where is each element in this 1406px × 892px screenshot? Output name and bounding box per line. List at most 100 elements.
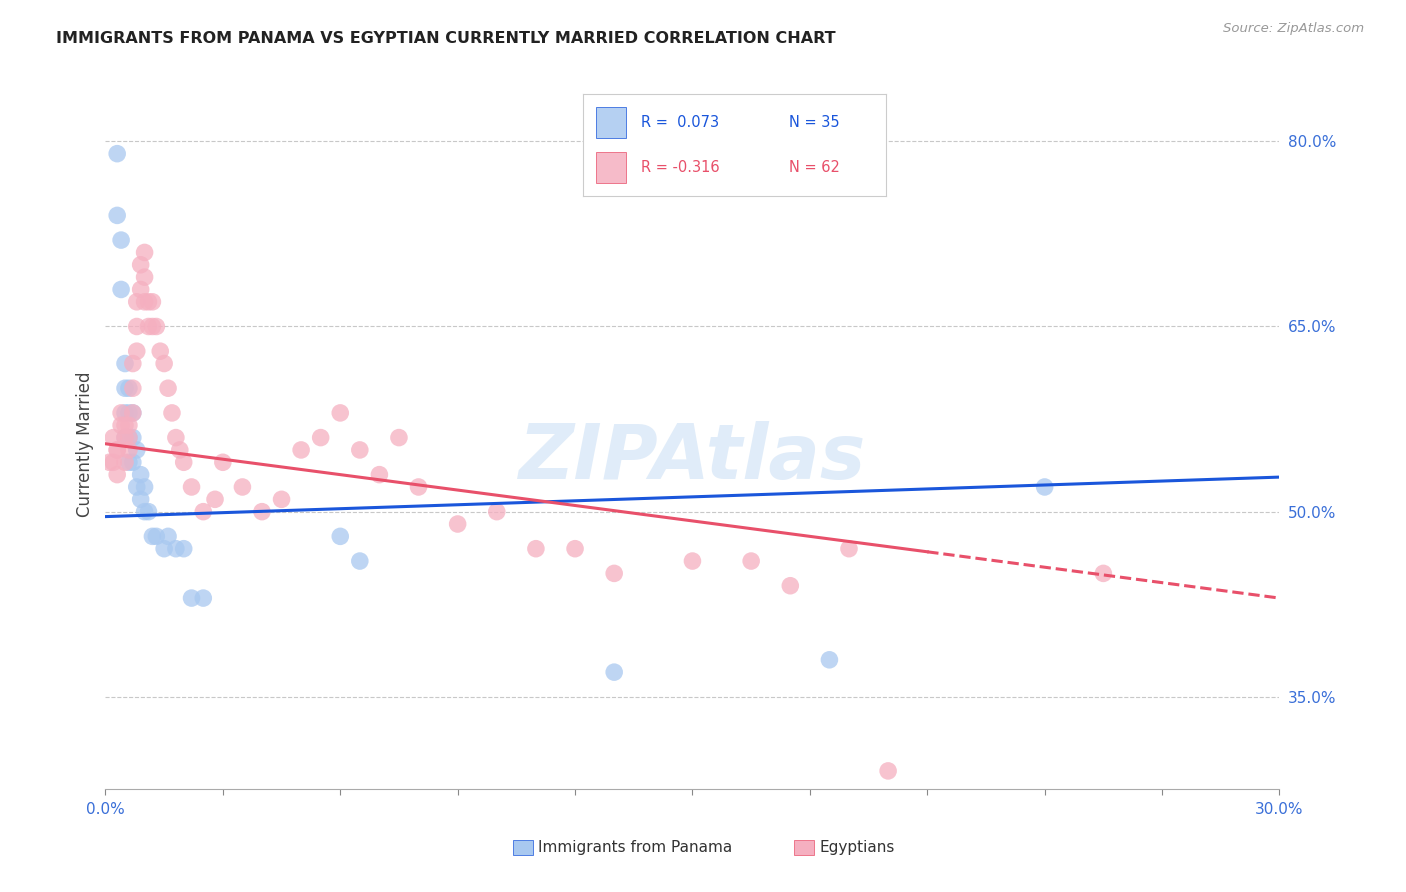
Point bbox=[129, 283, 152, 297]
Point bbox=[231, 480, 253, 494]
Point bbox=[368, 467, 391, 482]
Bar bbox=[596, 153, 626, 183]
Point bbox=[388, 431, 411, 445]
Text: ZIPAtlas: ZIPAtlas bbox=[519, 421, 866, 494]
Point bbox=[118, 442, 141, 457]
Point bbox=[838, 541, 860, 556]
Point bbox=[134, 270, 156, 285]
Point bbox=[110, 283, 132, 297]
Point bbox=[193, 505, 215, 519]
Y-axis label: Currently Married: Currently Married bbox=[76, 371, 94, 516]
Point bbox=[121, 431, 143, 445]
Point bbox=[138, 505, 160, 519]
Point bbox=[138, 319, 160, 334]
Point bbox=[681, 554, 703, 568]
Point bbox=[204, 492, 226, 507]
Point bbox=[329, 529, 352, 543]
Point bbox=[779, 579, 801, 593]
Point bbox=[121, 381, 143, 395]
Point bbox=[114, 431, 136, 445]
Point bbox=[270, 492, 292, 507]
Point bbox=[211, 455, 233, 469]
Point bbox=[349, 554, 371, 568]
Point bbox=[125, 319, 148, 334]
Point bbox=[134, 505, 156, 519]
Point bbox=[110, 418, 132, 433]
Point bbox=[114, 455, 136, 469]
Point bbox=[250, 505, 273, 519]
Point bbox=[125, 442, 148, 457]
Point bbox=[103, 455, 125, 469]
Point bbox=[349, 442, 371, 457]
Point bbox=[1092, 566, 1115, 581]
Point bbox=[818, 653, 841, 667]
Point bbox=[105, 442, 128, 457]
Text: N = 35: N = 35 bbox=[789, 115, 839, 130]
Point bbox=[134, 245, 156, 260]
Text: Immigrants from Panama: Immigrants from Panama bbox=[538, 840, 733, 855]
Point bbox=[105, 208, 128, 222]
Point bbox=[118, 455, 141, 469]
Point bbox=[118, 431, 141, 445]
Point bbox=[114, 406, 136, 420]
Point bbox=[103, 431, 125, 445]
Text: Egyptians: Egyptians bbox=[820, 840, 896, 855]
Point bbox=[446, 516, 468, 531]
Text: R = -0.316: R = -0.316 bbox=[641, 160, 720, 175]
Point bbox=[105, 442, 128, 457]
Point bbox=[141, 529, 163, 543]
Point bbox=[157, 381, 180, 395]
Point bbox=[329, 406, 352, 420]
Text: N = 62: N = 62 bbox=[789, 160, 839, 175]
Point bbox=[114, 381, 136, 395]
Point bbox=[114, 357, 136, 371]
Point bbox=[98, 455, 121, 469]
Point bbox=[121, 406, 143, 420]
Point bbox=[145, 319, 167, 334]
Point bbox=[145, 529, 167, 543]
Point bbox=[160, 406, 183, 420]
Point bbox=[173, 455, 195, 469]
Point bbox=[408, 480, 430, 494]
Point bbox=[138, 294, 160, 309]
Point bbox=[129, 492, 152, 507]
Point bbox=[105, 146, 128, 161]
Point bbox=[114, 418, 136, 433]
Point bbox=[180, 591, 202, 605]
Point bbox=[564, 541, 586, 556]
Text: IMMIGRANTS FROM PANAMA VS EGYPTIAN CURRENTLY MARRIED CORRELATION CHART: IMMIGRANTS FROM PANAMA VS EGYPTIAN CURRE… bbox=[56, 31, 835, 46]
Point bbox=[1033, 480, 1056, 494]
Point bbox=[603, 566, 626, 581]
Point bbox=[129, 467, 152, 482]
Point bbox=[165, 541, 187, 556]
Point bbox=[877, 764, 900, 778]
Point bbox=[141, 294, 163, 309]
Point bbox=[740, 554, 762, 568]
Point bbox=[165, 431, 187, 445]
Point bbox=[105, 467, 128, 482]
Point bbox=[485, 505, 508, 519]
Point bbox=[110, 233, 132, 247]
Point bbox=[153, 541, 176, 556]
Point bbox=[121, 455, 143, 469]
Point bbox=[118, 406, 141, 420]
Point bbox=[125, 344, 148, 359]
Point bbox=[524, 541, 547, 556]
Point bbox=[110, 406, 132, 420]
Point bbox=[121, 406, 143, 420]
Point bbox=[290, 442, 312, 457]
Point bbox=[309, 431, 332, 445]
Bar bbox=[596, 107, 626, 137]
Point bbox=[114, 431, 136, 445]
Point bbox=[118, 381, 141, 395]
Point bbox=[193, 591, 215, 605]
Text: Source: ZipAtlas.com: Source: ZipAtlas.com bbox=[1223, 22, 1364, 36]
Point bbox=[118, 418, 141, 433]
Point bbox=[149, 344, 172, 359]
Point bbox=[603, 665, 626, 680]
Point bbox=[180, 480, 202, 494]
Point bbox=[173, 541, 195, 556]
Point bbox=[141, 319, 163, 334]
Point bbox=[118, 431, 141, 445]
Point bbox=[121, 357, 143, 371]
